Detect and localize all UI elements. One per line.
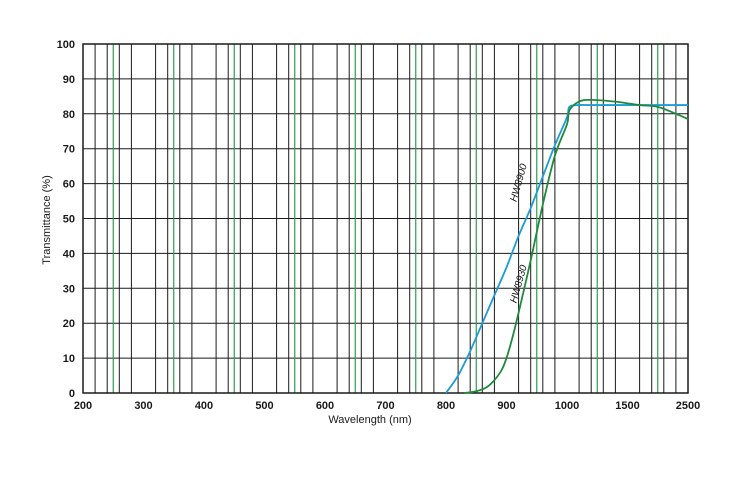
- x-tick-label: 600: [316, 400, 334, 412]
- x-tick-label: 1000: [555, 400, 579, 412]
- series-line-hw8930: [464, 98, 689, 394]
- y-tick-label: 100: [57, 39, 75, 51]
- y-tick-label: 80: [63, 109, 75, 121]
- x-tick-label: 700: [376, 400, 394, 412]
- series-annotation: HW8900: [509, 162, 530, 203]
- series-line-hw8900: [445, 104, 688, 394]
- x-tick-label: 1500: [615, 400, 639, 412]
- y-tick-label: 10: [63, 353, 75, 365]
- grid: [83, 43, 688, 394]
- y-tick-label: 0: [69, 388, 75, 400]
- x-tick-label: 500: [255, 400, 273, 412]
- x-tick-label: 800: [437, 400, 455, 412]
- y-tick-label: 40: [63, 248, 75, 260]
- x-tick-label: 200: [74, 400, 92, 412]
- tick-labels: 0 10 20 30 40 50 60 70 80 90 100 200 300 400 500 600 700…: [57, 39, 701, 412]
- x-tick-label: 2500: [676, 400, 700, 412]
- y-tick-label: 70: [63, 144, 75, 156]
- y-tick-label: 20: [63, 318, 75, 330]
- series-annotation: HW8930: [509, 263, 530, 304]
- plot-frame: [82, 43, 689, 394]
- y-tick-label: 50: [63, 214, 75, 226]
- y-tick-label: 60: [63, 179, 75, 191]
- x-tick-label: 300: [134, 400, 152, 412]
- x-tick-label: 400: [195, 400, 213, 412]
- x-axis-label: Wavelength (nm): [328, 414, 411, 426]
- axes: [82, 43, 689, 394]
- y-tick-label: 90: [63, 74, 75, 86]
- data-series: [445, 98, 689, 394]
- y-tick-label: 30: [63, 283, 75, 295]
- y-axis-label: Transmittance (%): [41, 175, 53, 264]
- x-tick-label: 900: [497, 400, 515, 412]
